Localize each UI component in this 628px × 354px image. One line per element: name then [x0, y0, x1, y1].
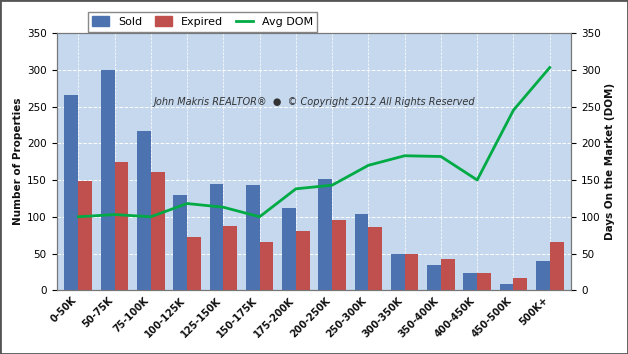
Bar	[318, 179, 332, 290]
Bar	[404, 254, 418, 290]
Legend: Sold, Expired, Avg DOM: Sold, Expired, Avg DOM	[88, 12, 317, 32]
Bar	[224, 226, 237, 290]
Bar	[463, 273, 477, 290]
Bar	[173, 195, 187, 290]
Bar	[187, 236, 201, 290]
Bar	[151, 172, 165, 290]
Bar	[246, 185, 259, 290]
Bar	[282, 208, 296, 290]
Bar	[65, 96, 78, 290]
Bar	[355, 214, 369, 290]
Bar	[114, 162, 128, 290]
Bar	[296, 231, 310, 290]
Bar	[137, 131, 151, 290]
Bar	[210, 184, 224, 290]
Text: John Makris REALTOR®  ●  © Copyright 2012 All Rights Reserved: John Makris REALTOR® ● © Copyright 2012 …	[153, 97, 475, 108]
Bar	[332, 220, 346, 290]
Bar	[369, 227, 382, 290]
Bar	[550, 242, 563, 290]
Bar	[536, 261, 550, 290]
Y-axis label: Days On the Market (DOM): Days On the Market (DOM)	[605, 83, 615, 240]
Bar	[477, 273, 491, 290]
Bar	[259, 242, 273, 290]
Bar	[391, 253, 404, 290]
Bar	[514, 278, 528, 290]
Bar	[500, 284, 514, 290]
Bar	[441, 259, 455, 290]
Bar	[78, 182, 92, 290]
Bar	[427, 265, 441, 290]
Y-axis label: Number of Properties: Number of Properties	[13, 98, 23, 225]
Bar	[100, 70, 114, 290]
